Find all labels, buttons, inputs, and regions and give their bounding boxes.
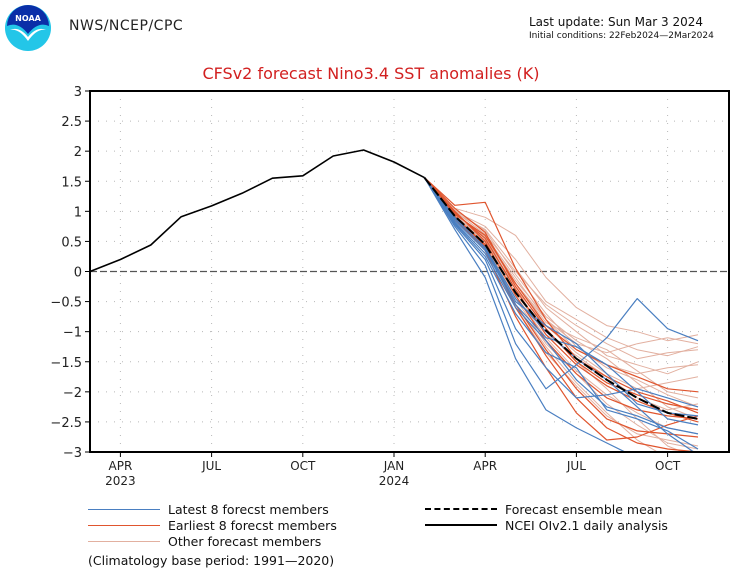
y-tick-label: 0.5 <box>61 235 82 250</box>
initial-conditions: Initial conditions: 22Feb2024—2Mar2024 <box>529 31 714 41</box>
chart-title: CFSv2 forecast Nino3.4 SST anomalies (K) <box>202 64 540 83</box>
legend-swatch-observed <box>425 524 497 526</box>
y-tick-label: −1.5 <box>50 356 82 371</box>
legend-label-mean: Forecast ensemble mean <box>505 501 663 517</box>
x-tick-label: JUL <box>566 459 586 473</box>
other-members-group <box>423 177 699 452</box>
legend-swatch-earliest <box>88 524 160 526</box>
other-member-line <box>423 177 659 452</box>
y-tick-label: −3 <box>63 446 82 461</box>
latest-member-line <box>423 177 699 408</box>
y-tick-label: −1 <box>63 326 82 341</box>
earliest-member-line <box>423 177 699 414</box>
latest-member-line <box>423 177 627 452</box>
legend-label-earliest: Earliest 8 forecst members <box>168 517 337 533</box>
legend-label-other: Other forecast members <box>168 533 322 549</box>
ensemble-mean-group <box>423 176 699 420</box>
observed-group <box>90 149 425 273</box>
org-label: NWS/NCEP/CPC <box>69 18 184 34</box>
legend-item-earliest: Earliest 8 forecst members <box>88 517 337 533</box>
earliest-member-line <box>423 177 699 441</box>
legend-label-latest: Latest 8 forecst members <box>168 501 329 517</box>
x-tick-label: APR <box>473 459 497 473</box>
legend-swatch-mean <box>425 508 497 510</box>
x-tick-label: OCT <box>290 459 316 473</box>
y-tick-label: −2 <box>63 386 82 401</box>
other-member-line <box>424 177 699 360</box>
last-update: Last update: Sun Mar 3 2024 <box>529 15 704 29</box>
latest-member-line <box>423 177 699 390</box>
latest-members-group <box>423 177 699 452</box>
latest-member-line <box>423 177 699 435</box>
x-tick-year-label: 2024 <box>379 474 410 488</box>
noaa-logo-top <box>7 5 49 34</box>
legend-item-other: Other forecast members <box>88 533 321 549</box>
latest-member-line <box>423 177 699 417</box>
y-tick-label: 2.5 <box>61 115 82 130</box>
legend-swatch-other <box>88 540 160 542</box>
noaa-logo: NOAA <box>5 5 51 51</box>
y-tick-label: 3 <box>74 85 82 100</box>
earliest-member-line <box>423 177 699 420</box>
other-member-line <box>424 177 699 357</box>
climatology-note: (Climatology base period: 1991—2020) <box>88 553 335 568</box>
earliest-member-line <box>423 177 699 411</box>
y-tick-label: 2 <box>74 145 82 160</box>
legend-swatch-latest <box>88 508 160 510</box>
y-axis: 3 2.5 2 1.5 1 0.5 0 −0.5 −1 −1.5 −2 −2.5 −3 <box>50 85 90 461</box>
x-tick-label: OCT <box>655 459 681 473</box>
noaa-logo-bird <box>10 28 46 41</box>
observed-line <box>90 149 425 273</box>
earliest-member-line <box>423 177 699 423</box>
x-tick-year-label: 2023 <box>105 474 136 488</box>
legend-item-latest: Latest 8 forecst members <box>88 501 329 517</box>
y-tick-label: 1 <box>74 205 82 220</box>
x-tick-label: APR <box>109 459 133 473</box>
y-tick-label: 0 <box>74 266 82 281</box>
x-tick-label: JAN <box>383 459 405 473</box>
chart: 32.521.510.50−0.5−1−1.5−2−2.5−3 APR2023J… <box>50 85 730 488</box>
legend-item-mean: Forecast ensemble mean <box>425 501 662 517</box>
latest-member-line <box>423 177 699 426</box>
legend-item-observed: NCEI OIv2.1 daily analysis <box>425 517 668 533</box>
y-tick-label: −2.5 <box>50 416 82 431</box>
ensemble-mean-line <box>423 176 699 420</box>
y-tick-label: −0.5 <box>50 296 82 311</box>
y-tick-label: 1.5 <box>61 175 82 190</box>
noaa-logo-text: NOAA <box>15 14 41 23</box>
legend-label-observed: NCEI OIv2.1 daily analysis <box>505 517 668 533</box>
other-member-line <box>424 177 699 342</box>
other-member-line <box>424 177 699 411</box>
x-tick-label: JUL <box>201 459 221 473</box>
